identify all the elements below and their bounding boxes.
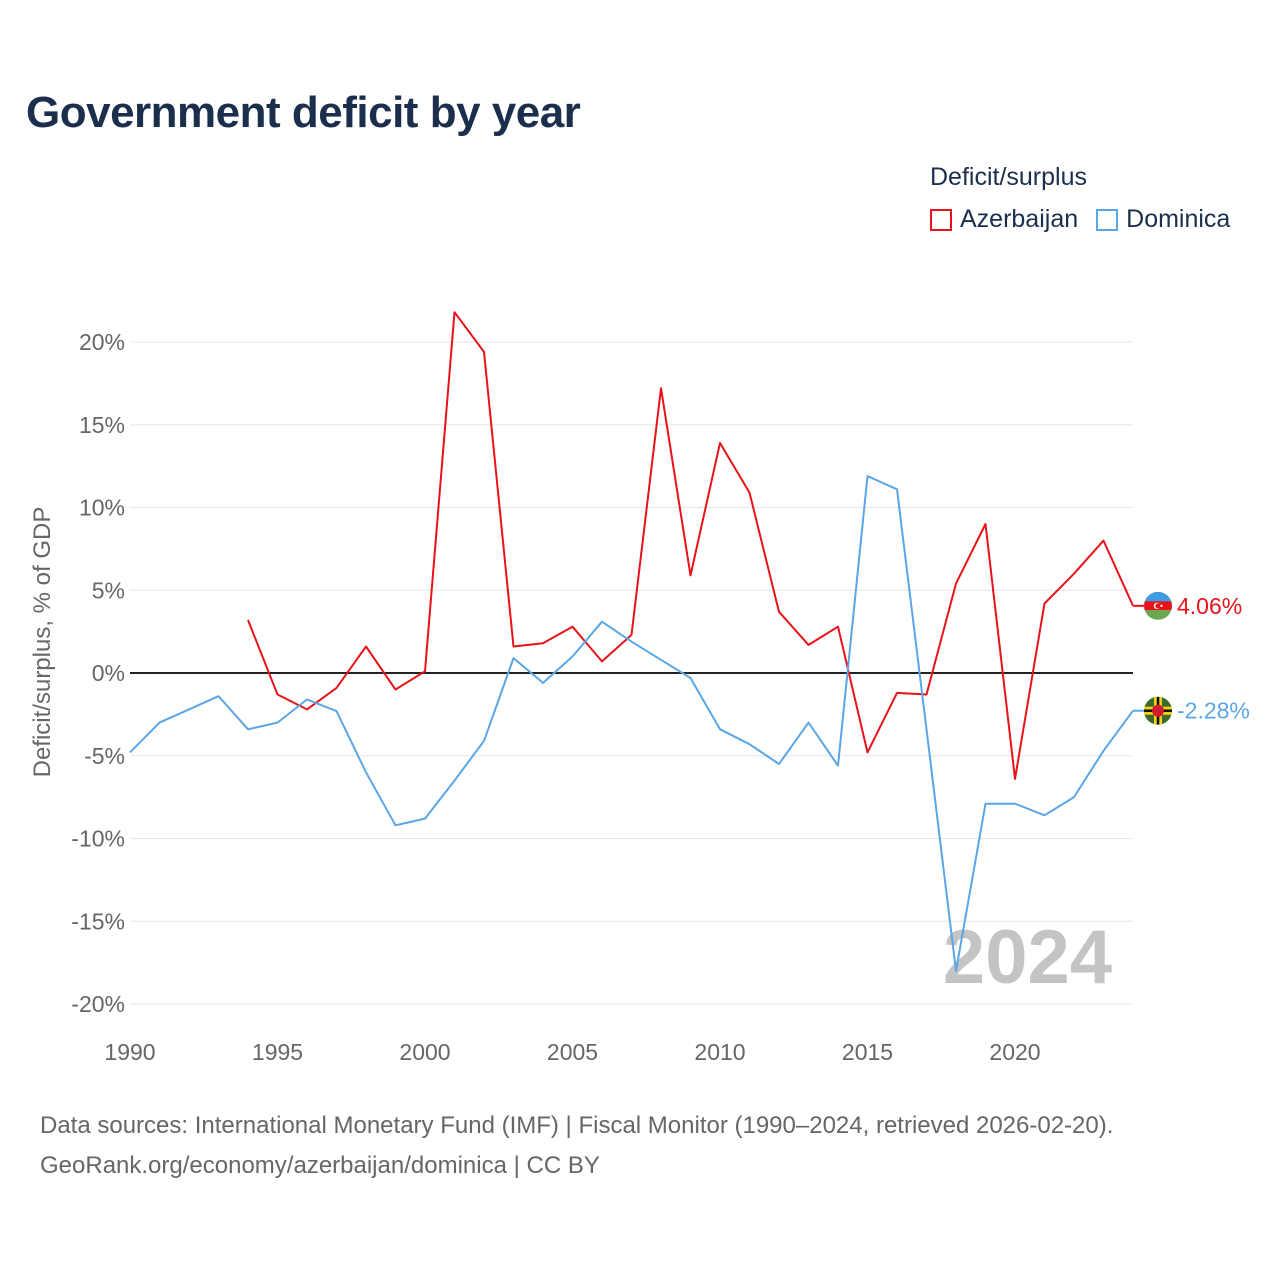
y-axis-label: Deficit/surplus, % of GDP (29, 507, 56, 778)
x-tick-labels: 1990 1995 2000 2005 2010 2015 2020 (104, 1039, 1040, 1065)
legend-swatch-azerbaijan (930, 208, 952, 231)
x-tick-label: 1990 (104, 1039, 155, 1065)
page-title: Government deficit by year (26, 88, 581, 137)
series-line-azerbaijan (247, 311, 1134, 780)
y-tick-label: -10% (71, 826, 125, 852)
dominica-flag-icon (1144, 696, 1172, 725)
x-tick-label: 2000 (399, 1039, 450, 1065)
legend-swatch-dominica (1096, 208, 1119, 231)
x-tick-label: 1995 (252, 1039, 303, 1065)
y-tick-label: 15% (79, 412, 125, 438)
y-tick-label: -20% (71, 991, 125, 1017)
legend-item-dominica[interactable]: Dominica (1096, 205, 1230, 234)
y-tick-label: 20% (79, 329, 125, 355)
y-tick-label: -15% (71, 908, 125, 934)
y-tick-label: 10% (79, 495, 125, 521)
y-tick-label: -5% (84, 743, 125, 769)
x-tick-label: 2010 (694, 1039, 745, 1065)
legend: Azerbaijan Dominica (930, 205, 1248, 234)
y-tick-label: 0% (92, 660, 125, 686)
legend-title: Deficit/surplus (930, 163, 1087, 191)
series-line-dominica (129, 475, 1134, 972)
data-source-note: Data sources: International Monetary Fun… (40, 1112, 1114, 1139)
y-tick-label: 5% (92, 577, 125, 603)
x-tick-label: 2015 (842, 1039, 893, 1065)
end-value-label-azerbaijan: 4.06% (1177, 593, 1242, 619)
footer: Data sources: International Monetary Fun… (40, 1106, 1113, 1186)
attribution-link[interactable]: GeoRank.org/economy/azerbaijan/dominica … (40, 1152, 600, 1179)
end-value-label-dominica: -2.28% (1177, 698, 1250, 724)
azerbaijan-flag-icon (1144, 591, 1172, 620)
deficit-line-chart: 20% 15% 10% 5% 0% -5% -10% -15% -20% 1990 1995 200… (29, 311, 1250, 1065)
series-lines (129, 311, 1134, 972)
legend-label-azerbaijan: Azerbaijan (960, 205, 1079, 233)
grid-lines (130, 341, 1133, 1005)
year-watermark: 2024 (943, 915, 1112, 1000)
x-tick-label: 2020 (989, 1039, 1040, 1065)
series-end-markers: 4.06% -2.28% (1133, 591, 1250, 725)
legend-label-dominica: Dominica (1126, 205, 1231, 233)
legend-item-azerbaijan[interactable]: Azerbaijan (930, 205, 1078, 234)
x-tick-label: 2005 (547, 1039, 598, 1065)
y-tick-labels: 20% 15% 10% 5% 0% -5% -10% -15% -20% (71, 329, 125, 1017)
